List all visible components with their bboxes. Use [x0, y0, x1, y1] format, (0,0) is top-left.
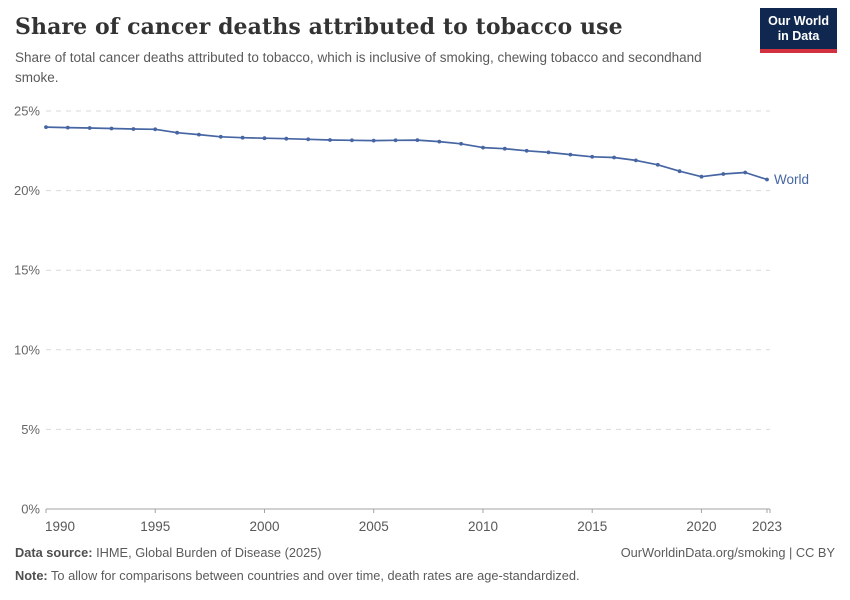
data-point — [699, 174, 704, 179]
owid-logo: Our World in Data — [760, 8, 837, 53]
footer-source-row: Data source: IHME, Global Burden of Dise… — [15, 543, 835, 562]
data-point — [655, 162, 660, 167]
data-point — [743, 170, 748, 175]
y-tick-label: 20% — [14, 183, 40, 198]
chart-title: Share of cancer deaths attributed to tob… — [15, 14, 623, 40]
data-point — [218, 134, 223, 139]
x-tick-label: 2010 — [468, 519, 498, 534]
x-tick-label: 1990 — [45, 519, 75, 534]
data-point — [765, 177, 769, 182]
world-series-line — [45, 126, 768, 181]
data-point — [459, 141, 463, 146]
footer-note: Note: To allow for comparisons between c… — [15, 566, 835, 585]
data-source-value: IHME, Global Burden of Disease (2025) — [96, 545, 322, 560]
data-point — [44, 125, 48, 129]
data-point — [306, 137, 311, 142]
y-tick-label: 25% — [14, 104, 40, 119]
data-point — [197, 132, 201, 137]
data-point — [437, 139, 442, 144]
data-point — [350, 138, 354, 143]
data-point — [568, 152, 573, 157]
note-label: Note: — [15, 568, 48, 584]
series-label-world: World — [774, 172, 809, 187]
data-point — [546, 150, 551, 155]
data-point — [612, 155, 616, 160]
x-tick-label: 2005 — [359, 519, 389, 534]
data-point — [65, 125, 70, 130]
data-point — [284, 136, 289, 141]
data-point — [262, 136, 267, 141]
x-tick-label: 1995 — [140, 519, 170, 534]
data-point — [175, 130, 180, 135]
x-tick-label: 2023 — [752, 519, 782, 534]
data-point — [481, 145, 485, 150]
note-value: To allow for comparisons between countri… — [51, 568, 580, 584]
data-point — [87, 126, 92, 130]
line-chart: 0% 5% 10% 15% 20% 25% 1990 1995 2000 2005 2010 2015… — [14, 104, 809, 535]
data-point — [131, 127, 136, 131]
data-point — [721, 172, 726, 176]
data-point — [371, 138, 376, 143]
chart-subtitle: Share of total cancer deaths attributed … — [15, 50, 702, 85]
data-point — [328, 138, 332, 142]
license-link[interactable]: OurWorldinData.org/smoking | CC BY — [620, 545, 835, 560]
x-tick-label: 2000 — [249, 519, 279, 534]
data-point — [502, 146, 507, 151]
chart-header: Share of cancer deaths attributed to tob… — [15, 14, 835, 87]
y-tick-label: 10% — [14, 342, 40, 357]
y-tick-label: 15% — [14, 263, 40, 278]
data-source-label: Data source: — [15, 545, 93, 560]
data-point — [153, 127, 158, 132]
data-point — [677, 169, 682, 174]
owid-logo-line2: in Data — [777, 29, 820, 44]
data-point — [415, 138, 420, 142]
y-tick-label: 5% — [21, 422, 40, 437]
owid-logo-line1: Our World — [768, 14, 829, 28]
data-point — [109, 126, 114, 131]
chart-footer: Data source: IHME, Global Burden of Dise… — [15, 543, 835, 585]
data-source: Data source: IHME, Global Burden of Dise… — [15, 543, 322, 562]
data-point — [393, 138, 398, 143]
data-point — [590, 154, 595, 159]
x-tick-label: 2015 — [577, 519, 607, 534]
data-point — [240, 135, 245, 140]
data-point — [524, 148, 529, 153]
data-point — [634, 158, 638, 163]
x-tick-label: 2020 — [686, 519, 716, 534]
y-tick-label: 0% — [21, 502, 40, 517]
